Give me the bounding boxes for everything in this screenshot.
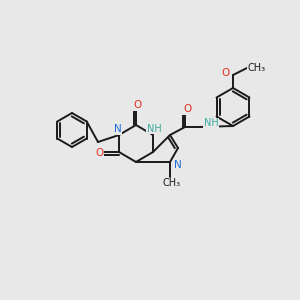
- Text: CH₃: CH₃: [248, 63, 266, 73]
- Text: O: O: [183, 104, 191, 114]
- Text: N: N: [174, 160, 182, 170]
- Text: NH: NH: [204, 118, 218, 128]
- Text: NH: NH: [147, 124, 161, 134]
- Text: O: O: [133, 100, 141, 110]
- Text: N: N: [114, 124, 122, 134]
- Text: O: O: [95, 148, 103, 158]
- Text: O: O: [221, 68, 229, 78]
- Text: CH₃: CH₃: [163, 178, 181, 188]
